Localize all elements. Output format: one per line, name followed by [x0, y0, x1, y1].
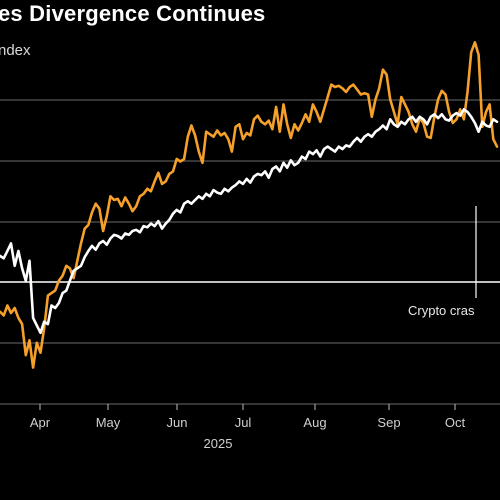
annotation-label: Crypto cras	[408, 303, 475, 318]
chart-title: es Divergence Continues	[0, 1, 266, 26]
x-tick-label: Sep	[377, 415, 400, 430]
x-tick-label: Aug	[303, 415, 326, 430]
x-tick-label: Jul	[235, 415, 252, 430]
white-series-line	[0, 108, 499, 335]
x-tick-label: May	[96, 415, 121, 430]
x-tick-label: Jun	[167, 415, 188, 430]
x-tick-label: Oct	[445, 415, 466, 430]
x-axis-year-label: 2025	[204, 436, 233, 451]
x-tick-label: Apr	[30, 415, 51, 430]
chart-subtitle: ndex	[0, 42, 31, 59]
orange-series-line	[0, 40, 499, 369]
